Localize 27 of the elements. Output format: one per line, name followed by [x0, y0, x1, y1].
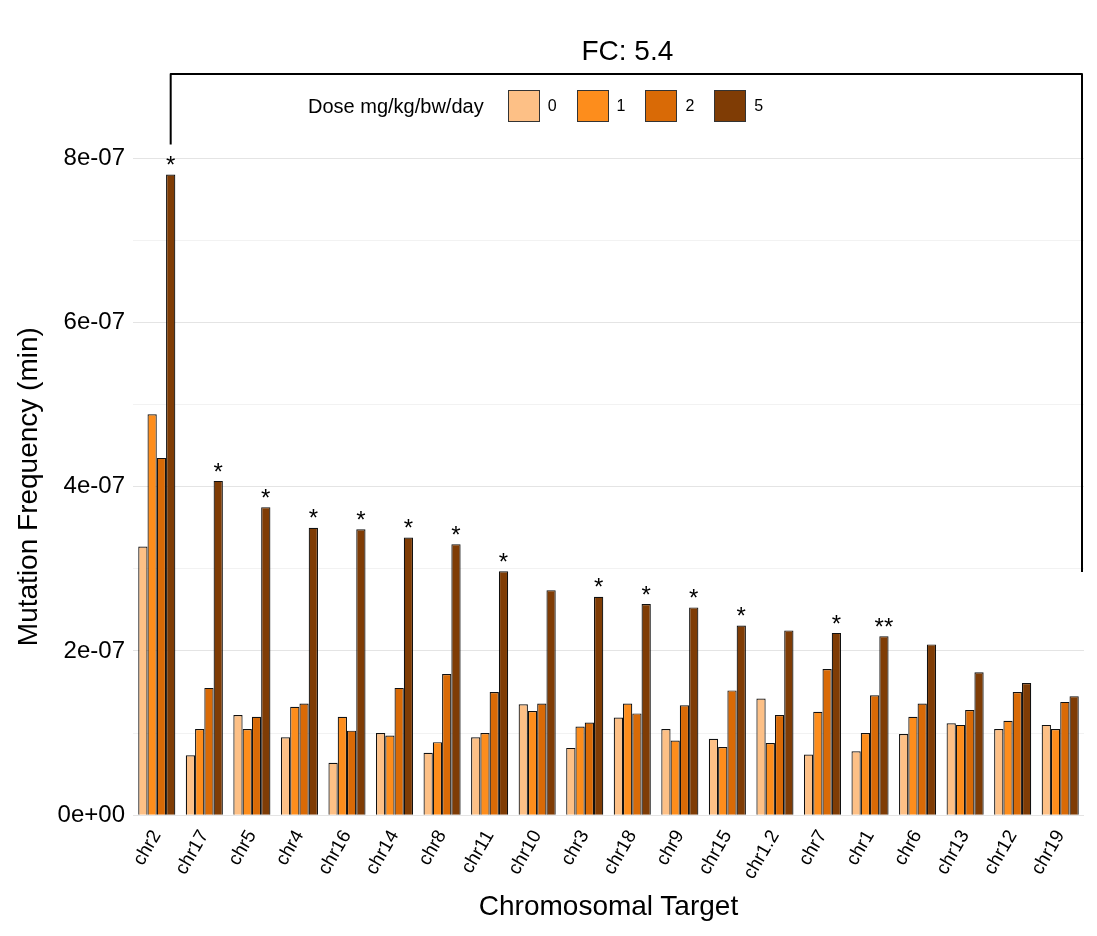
data-label: * — [498, 547, 509, 575]
data-label: * — [213, 457, 223, 485]
data-label: * — [689, 584, 699, 612]
data-label: * — [451, 520, 461, 548]
data-label: * — [831, 609, 842, 637]
legend-label: 0 — [547, 97, 557, 115]
y-tick-label: 2e-07 — [63, 635, 126, 663]
legend-label: 1 — [616, 97, 626, 115]
legend-label: 2 — [685, 97, 695, 115]
data-label: ** — [874, 612, 894, 640]
data-label: * — [261, 483, 271, 511]
data-label: * — [356, 505, 366, 533]
data-label: * — [308, 504, 319, 532]
data-label: * — [736, 602, 746, 630]
legend-title: Dose mg/kg/bw/day — [308, 94, 484, 118]
text: FC: 5.4 — [581, 34, 674, 66]
y-tick-label: 6e-07 — [63, 306, 126, 334]
x-axis-title: Chromosomal Target — [478, 889, 739, 921]
y-tick-label: 0e+00 — [57, 799, 126, 827]
data-label: * — [403, 514, 414, 542]
y-tick-label: 8e-07 — [63, 142, 126, 170]
data-label: * — [641, 580, 651, 608]
legend-label: 5 — [754, 97, 764, 115]
y-axis-title: Mutation Frequency (min) — [11, 327, 43, 647]
data-label: * — [593, 573, 604, 601]
data-label: * — [166, 151, 176, 179]
y-tick-label: 4e-07 — [63, 471, 126, 499]
